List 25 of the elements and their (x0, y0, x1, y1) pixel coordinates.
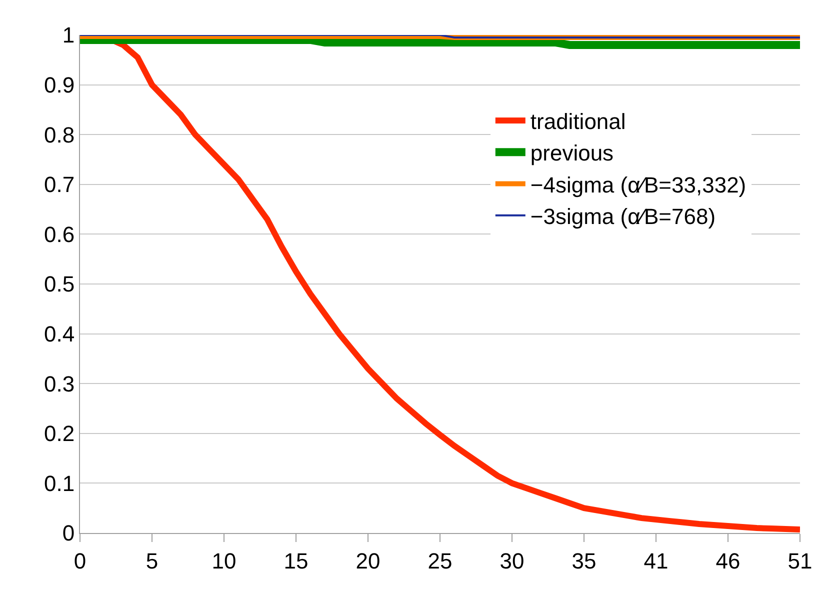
y-tick-label: 0.4 (44, 322, 75, 346)
y-tick-label: 0.1 (44, 470, 75, 496)
x-tick-label: 51 (788, 548, 812, 574)
x-tick-label: 10 (212, 548, 236, 574)
y-tick-label: 0.3 (44, 371, 75, 396)
y-tick-label: 0.8 (44, 122, 75, 148)
x-tick-label: 30 (500, 548, 524, 574)
x-tick-label: 46 (716, 548, 740, 574)
x-tick-label: 20 (356, 548, 380, 574)
y-tick-label: 0 (62, 520, 75, 546)
y-tick-label: 0.7 (44, 172, 75, 198)
legend-label: previous (530, 140, 614, 166)
legend-label: −3sigma (α∕B=768) (530, 204, 716, 229)
y-tick-label: 1 (62, 22, 75, 48)
legend-label: −4sigma (α∕B=33,332) (530, 172, 746, 198)
y-tick-label: 0.2 (44, 421, 75, 446)
x-tick-label: 5 (146, 548, 158, 574)
legend-label: traditional (530, 109, 626, 134)
x-tick-label: 25 (428, 548, 452, 574)
x-tick-label: 41 (644, 548, 668, 574)
x-tick-label: 35 (572, 548, 596, 574)
y-tick-label: 0.6 (44, 222, 75, 247)
y-tick-label: 0.9 (44, 72, 75, 98)
x-tick-label: 15 (284, 548, 308, 574)
y-tick-label: 0.5 (44, 272, 75, 297)
